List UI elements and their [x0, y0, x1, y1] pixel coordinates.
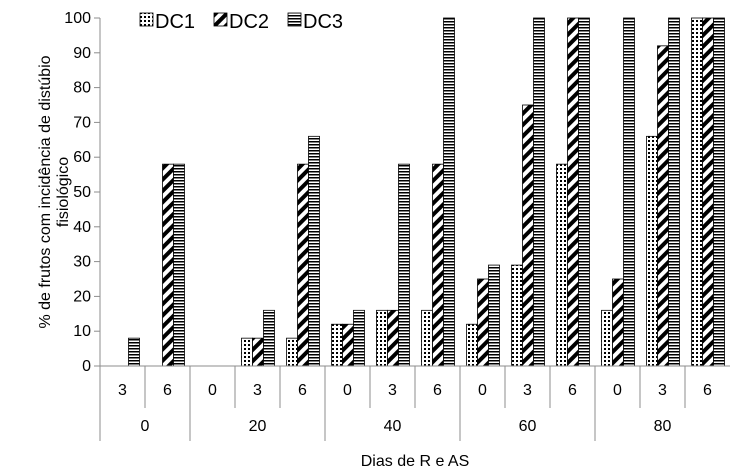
x-tick-label: 6	[163, 382, 172, 399]
bar-dc1-3	[241, 337, 253, 367]
bar-dc2-10	[567, 17, 579, 367]
legend-label-dc3: DC3	[303, 11, 343, 33]
bar-dc2-4	[297, 163, 309, 367]
x-tick-label: 6	[568, 382, 577, 399]
bar-dc2-1	[162, 163, 174, 367]
bar-dc2-9	[522, 104, 534, 367]
plot-area	[128, 17, 725, 367]
legend-swatch-dc2	[213, 12, 228, 27]
bar-dc1-4	[286, 337, 298, 367]
y-tick-label: 10	[73, 323, 91, 340]
y-axis-title: % de frutos com incidência de distúbiofi…	[37, 55, 72, 328]
bar-dc3-10	[578, 17, 590, 367]
bar-dc3-13	[713, 17, 725, 367]
legend-swatch-dc3	[287, 12, 302, 27]
y-tick-label: 0	[82, 358, 91, 375]
bar-dc1-6	[376, 309, 388, 367]
x-tick-label: 0	[343, 382, 352, 399]
bar-dc1-8	[466, 323, 478, 367]
x-tick-label: 3	[658, 382, 667, 399]
x-tick-label: 3	[253, 382, 262, 399]
x-tick-label: 6	[298, 382, 307, 399]
bar-dc1-12	[646, 135, 658, 367]
bar-dc2-11	[612, 278, 624, 367]
y-tick-label: 40	[73, 219, 91, 236]
bar-dc3-4	[308, 135, 320, 367]
bar-dc3-8	[488, 264, 500, 367]
x-axis-title: Dias de R e AS	[361, 453, 470, 470]
x-tick-label: 6	[703, 382, 712, 399]
legend-label-dc1: DC1	[155, 11, 195, 33]
x-group-label: 0	[141, 418, 150, 435]
y-tick-label: 30	[73, 254, 91, 271]
y-axis-title-line: % de frutos com incidência de distúbio	[37, 55, 54, 328]
bar-dc3-7	[443, 17, 455, 367]
x-group-label: 40	[384, 418, 402, 435]
x-group-label: 60	[519, 418, 537, 435]
legend-label-dc2: DC2	[229, 11, 269, 33]
legend: DC1 DC2 DC3	[139, 11, 343, 33]
bar-dc2-13	[702, 17, 714, 367]
bar-dc3-1	[173, 163, 185, 367]
x-tick-label: 3	[388, 382, 397, 399]
y-axis-title-line: fisiológico	[55, 157, 72, 227]
y-tick-label: 100	[64, 10, 91, 27]
bar-dc2-8	[477, 278, 489, 367]
bar-dc2-3	[252, 337, 264, 367]
y-tick-label: 80	[73, 80, 91, 97]
bar-dc2-6	[387, 309, 399, 367]
y-tick-label: 70	[73, 114, 91, 131]
legend-swatch-dc1	[139, 12, 154, 27]
bar-dc3-9	[533, 17, 545, 367]
bar-dc3-3	[263, 309, 275, 367]
y-tick-label: 20	[73, 288, 91, 305]
y-tick-label: 90	[73, 45, 91, 62]
bar-dc3-0	[128, 337, 140, 367]
bar-dc3-12	[668, 17, 680, 367]
bar-dc3-6	[398, 163, 410, 367]
x-group-label: 20	[249, 418, 267, 435]
bar-dc1-10	[556, 163, 568, 367]
x-tick-label: 0	[613, 382, 622, 399]
bar-dc3-5	[353, 309, 365, 367]
bar-dc1-11	[601, 309, 613, 367]
y-tick-label: 60	[73, 149, 91, 166]
bar-dc2-7	[432, 163, 444, 367]
x-tick-label: 3	[523, 382, 532, 399]
bar-dc2-12	[657, 45, 669, 367]
bar-dc1-5	[331, 323, 343, 367]
x-tick-label: 0	[208, 382, 217, 399]
y-tick-label: 50	[73, 184, 91, 201]
x-tick-label: 6	[433, 382, 442, 399]
bar-dc1-13	[691, 17, 703, 367]
bar-dc1-7	[421, 309, 433, 367]
x-group-label: 80	[654, 418, 672, 435]
bar-dc1-9	[511, 264, 523, 367]
x-tick-label: 3	[118, 382, 127, 399]
bar-dc2-5	[342, 323, 354, 367]
x-tick-label: 0	[478, 382, 487, 399]
bar-dc3-11	[623, 17, 635, 367]
